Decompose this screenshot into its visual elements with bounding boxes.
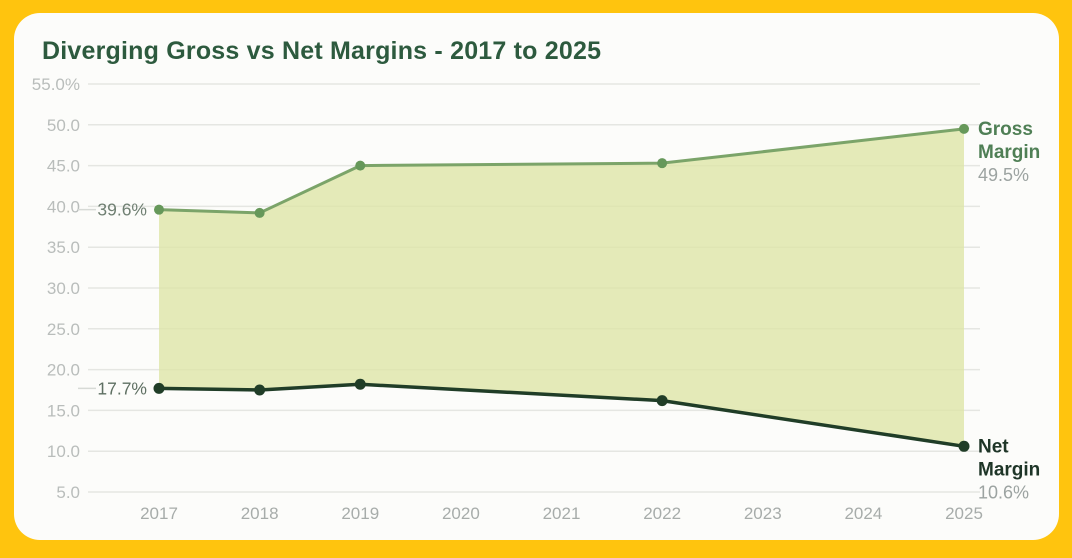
chart-card: Diverging Gross vs Net Margins - 2017 to… (14, 13, 1059, 540)
chart-title: Diverging Gross vs Net Margins - 2017 to… (42, 37, 602, 65)
